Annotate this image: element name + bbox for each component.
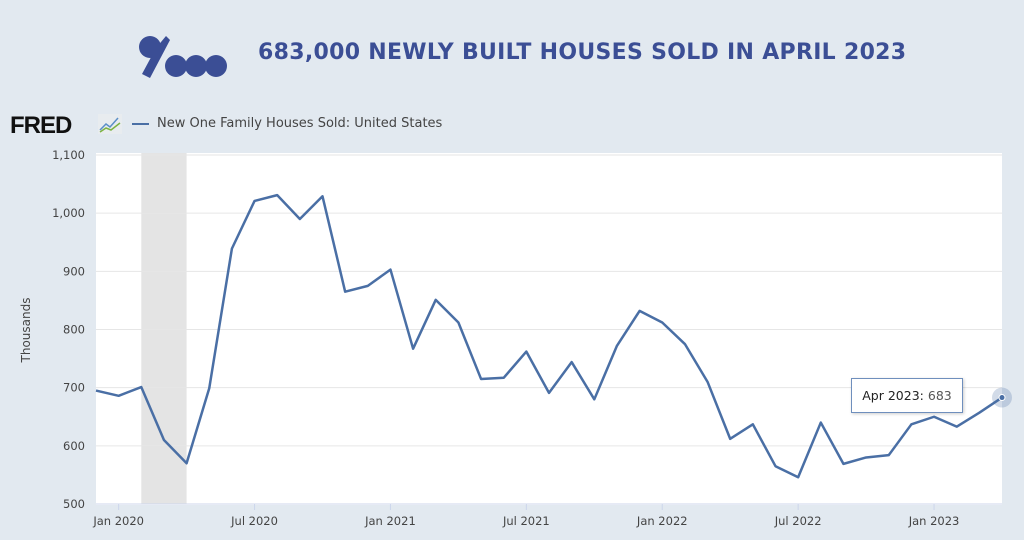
x-tick-label: Jul 2022: [774, 514, 822, 528]
data-tooltip: Apr 2023: 683: [851, 378, 963, 413]
y-tick-label: 1,100: [52, 148, 85, 162]
fred-chart-icon: [98, 114, 122, 138]
y-axis-label: Thousands: [19, 298, 33, 364]
chart-legend: New One Family Houses Sold: United State…: [132, 116, 442, 131]
x-tick-label: Jul 2020: [230, 514, 278, 528]
y-tick-label: 900: [63, 264, 85, 278]
tooltip-label: Apr 2023:: [862, 388, 924, 403]
page-title: 683,000 NEWLY BUILT HOUSES SOLD IN APRIL…: [258, 40, 907, 65]
series-line: [95, 193, 1003, 479]
y-tick-label: 600: [63, 439, 85, 453]
x-tick-label: Jul 2021: [502, 514, 550, 528]
recession-shading: [141, 153, 187, 504]
legend-swatch: [132, 122, 149, 125]
x-tick-label: Jan 2022: [636, 514, 688, 528]
y-tick-label: 1,000: [52, 206, 85, 220]
tooltip-value: 683: [927, 388, 952, 403]
legend-label: New One Family Houses Sold: United State…: [157, 116, 443, 131]
y-tick-label: 800: [63, 323, 85, 337]
fred-logo: FRED: [10, 112, 72, 139]
data-point-marker: [998, 394, 1006, 402]
brand-logo: [136, 34, 232, 86]
x-tick-label: Jan 2021: [364, 514, 416, 528]
x-tick-label: Jan 2020: [92, 514, 144, 528]
y-tick-label: 700: [63, 381, 85, 395]
x-tick-label: Jan 2023: [908, 514, 960, 528]
y-tick-label: 500: [63, 497, 85, 511]
